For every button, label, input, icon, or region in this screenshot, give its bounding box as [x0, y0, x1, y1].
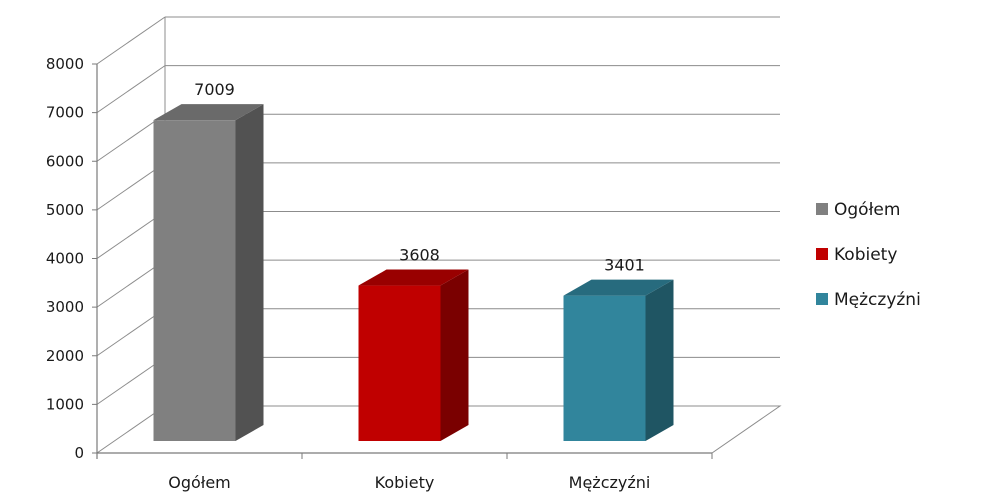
bar	[358, 269, 469, 441]
data-label: 7009	[194, 80, 235, 99]
y-tick-label: 1000	[46, 395, 84, 413]
bar-top	[563, 279, 674, 296]
axes	[92, 63, 713, 459]
bar	[153, 104, 264, 441]
bar-side	[440, 269, 469, 441]
y-tick-label: 2000	[46, 347, 84, 365]
category-labels: Ogółem Kobiety Mężczyźni	[168, 473, 650, 492]
y-tick-label: 8000	[46, 55, 84, 73]
legend-item: Ogółem	[816, 200, 900, 220]
legend-label: Kobiety	[834, 245, 897, 265]
legend-swatch	[816, 293, 828, 305]
legend-label: Ogółem	[834, 200, 900, 220]
y-tick-label: 3000	[46, 298, 84, 316]
bar-side	[235, 104, 264, 441]
data-labels: 7009 3608 3401	[194, 80, 645, 274]
legend-item: Kobiety	[816, 245, 897, 265]
legend-swatch	[816, 248, 828, 260]
x-category-label: Mężczyźni	[569, 473, 651, 492]
bar-top	[153, 104, 264, 121]
bar-top	[358, 269, 469, 286]
x-category-label: Ogółem	[168, 473, 231, 492]
legend-label: Mężczyźni	[834, 290, 921, 310]
y-tick-label: 4000	[46, 250, 84, 268]
y-tick-labels: 0 1000 2000 3000 4000 5000 6000 7000 8000	[46, 55, 84, 462]
bars	[153, 104, 674, 441]
legend-item: Mężczyźni	[816, 290, 921, 310]
data-label: 3608	[399, 246, 440, 265]
data-label: 3401	[604, 256, 645, 275]
x-category-label: Kobiety	[375, 473, 435, 492]
gridline-side	[96, 16, 166, 65]
bar	[563, 279, 674, 441]
gridlines	[96, 16, 780, 405]
bar-side	[645, 279, 674, 441]
y-tick-label: 6000	[46, 152, 84, 170]
bar-front	[563, 295, 646, 441]
legend-swatch	[816, 203, 828, 215]
y-tick-label: 0	[74, 444, 84, 462]
bar-front	[153, 120, 236, 441]
legend: Ogółem Kobiety Mężczyźni	[816, 200, 921, 310]
y-tick-label: 7000	[46, 104, 84, 122]
gridline-side	[96, 65, 166, 114]
y-tick-label: 5000	[46, 201, 84, 219]
bar-front	[358, 285, 441, 441]
